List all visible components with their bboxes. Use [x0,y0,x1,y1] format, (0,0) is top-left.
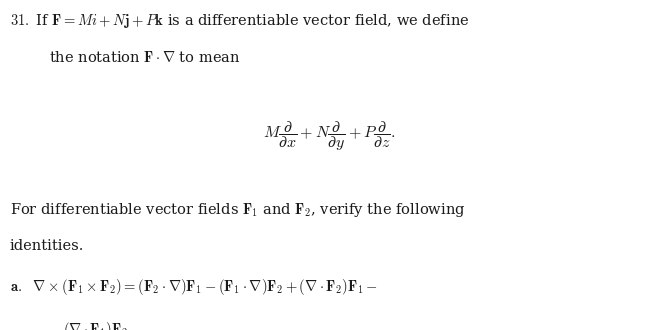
Text: identities.: identities. [10,239,84,253]
Text: $\mathbf{a.}$  $\nabla \times (\mathbf{F}_1 \times \mathbf{F}_2) = (\mathbf{F}_2: $\mathbf{a.}$ $\nabla \times (\mathbf{F}… [10,277,378,297]
Text: $M\dfrac{\partial}{\partial x} + N\dfrac{\partial}{\partial y} + P\dfrac{\partia: $M\dfrac{\partial}{\partial x} + N\dfrac… [263,119,396,153]
Text: the notation $\mathbf{F} \cdot \nabla$ to mean: the notation $\mathbf{F} \cdot \nabla$ t… [49,50,241,64]
Text: For differentiable vector fields $\mathbf{F}_1$ and $\mathbf{F}_2$, verify the f: For differentiable vector fields $\mathb… [10,201,465,219]
Text: $\mathbf{31.}$ If $\mathbf{F} = Mi + N\mathbf{j} + P\mathbf{k}$ is a differentia: $\mathbf{31.}$ If $\mathbf{F} = Mi + N\m… [10,12,469,30]
Text: $(\nabla \cdot \mathbf{F}_1)\mathbf{F}_2$: $(\nabla \cdot \mathbf{F}_1)\mathbf{F}_2… [63,320,127,330]
